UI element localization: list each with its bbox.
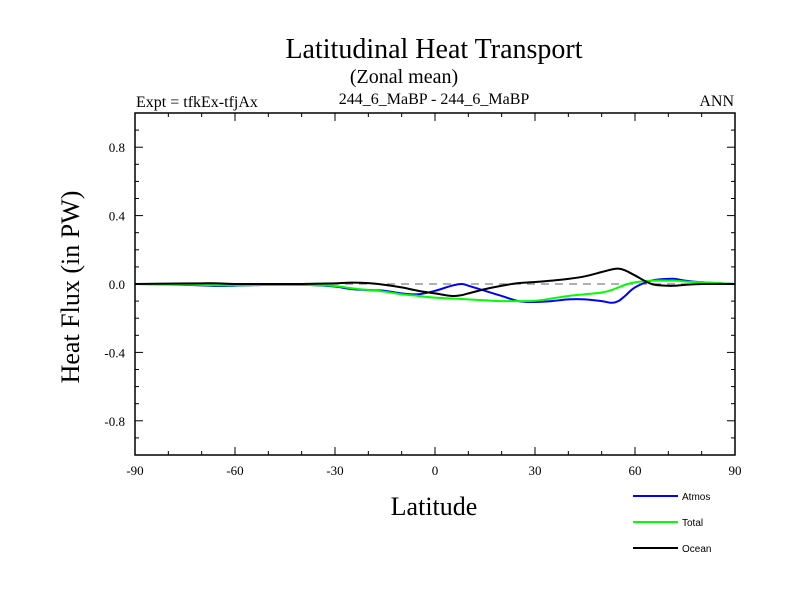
y-tick-label: 0.8 — [109, 140, 125, 155]
series-line-ocean — [134, 267, 735, 298]
chart-subtitle: (Zonal mean) — [350, 66, 458, 88]
plot-area — [134, 112, 736, 456]
x-tick-label: 60 — [629, 463, 642, 478]
y-tick-label: 0.4 — [109, 209, 126, 224]
x-tick-label: 30 — [529, 463, 542, 478]
chart-title: Latitudinal Heat Transport — [285, 34, 582, 65]
legend: Atmos Total Ocean — [633, 492, 711, 555]
season-label: ANN — [699, 93, 734, 110]
y-tick-labels: -0.8 -0.4 0.0 0.4 0.8 — [104, 140, 125, 429]
legend-label-atmos: Atmos — [682, 492, 710, 503]
x-tick-label: 0 — [432, 463, 439, 478]
plot-frame — [134, 112, 736, 456]
x-tick-label: -60 — [226, 463, 243, 478]
y-axis-label: Heat Flux (in PW) — [56, 191, 85, 384]
x-tick-label: 90 — [729, 463, 742, 478]
experiment-label: Expt = tfkEx-tfjAx — [136, 94, 258, 111]
x-tick-label: -90 — [126, 463, 143, 478]
x-tick-label: -30 — [326, 463, 343, 478]
series-lines — [134, 267, 736, 304]
legend-label-total: Total — [682, 518, 703, 529]
y-tick-label: -0.8 — [104, 414, 125, 429]
case-label: 244_6_MaBP - 244_6_MaBP — [339, 91, 530, 108]
x-tick-labels: -90 -60 -30 0 30 60 90 — [126, 463, 741, 478]
legend-label-ocean: Ocean — [682, 544, 711, 555]
y-tick-label: -0.4 — [104, 345, 125, 360]
y-tick-label: 0.0 — [109, 277, 125, 292]
x-axis-label: Latitude — [391, 492, 478, 521]
